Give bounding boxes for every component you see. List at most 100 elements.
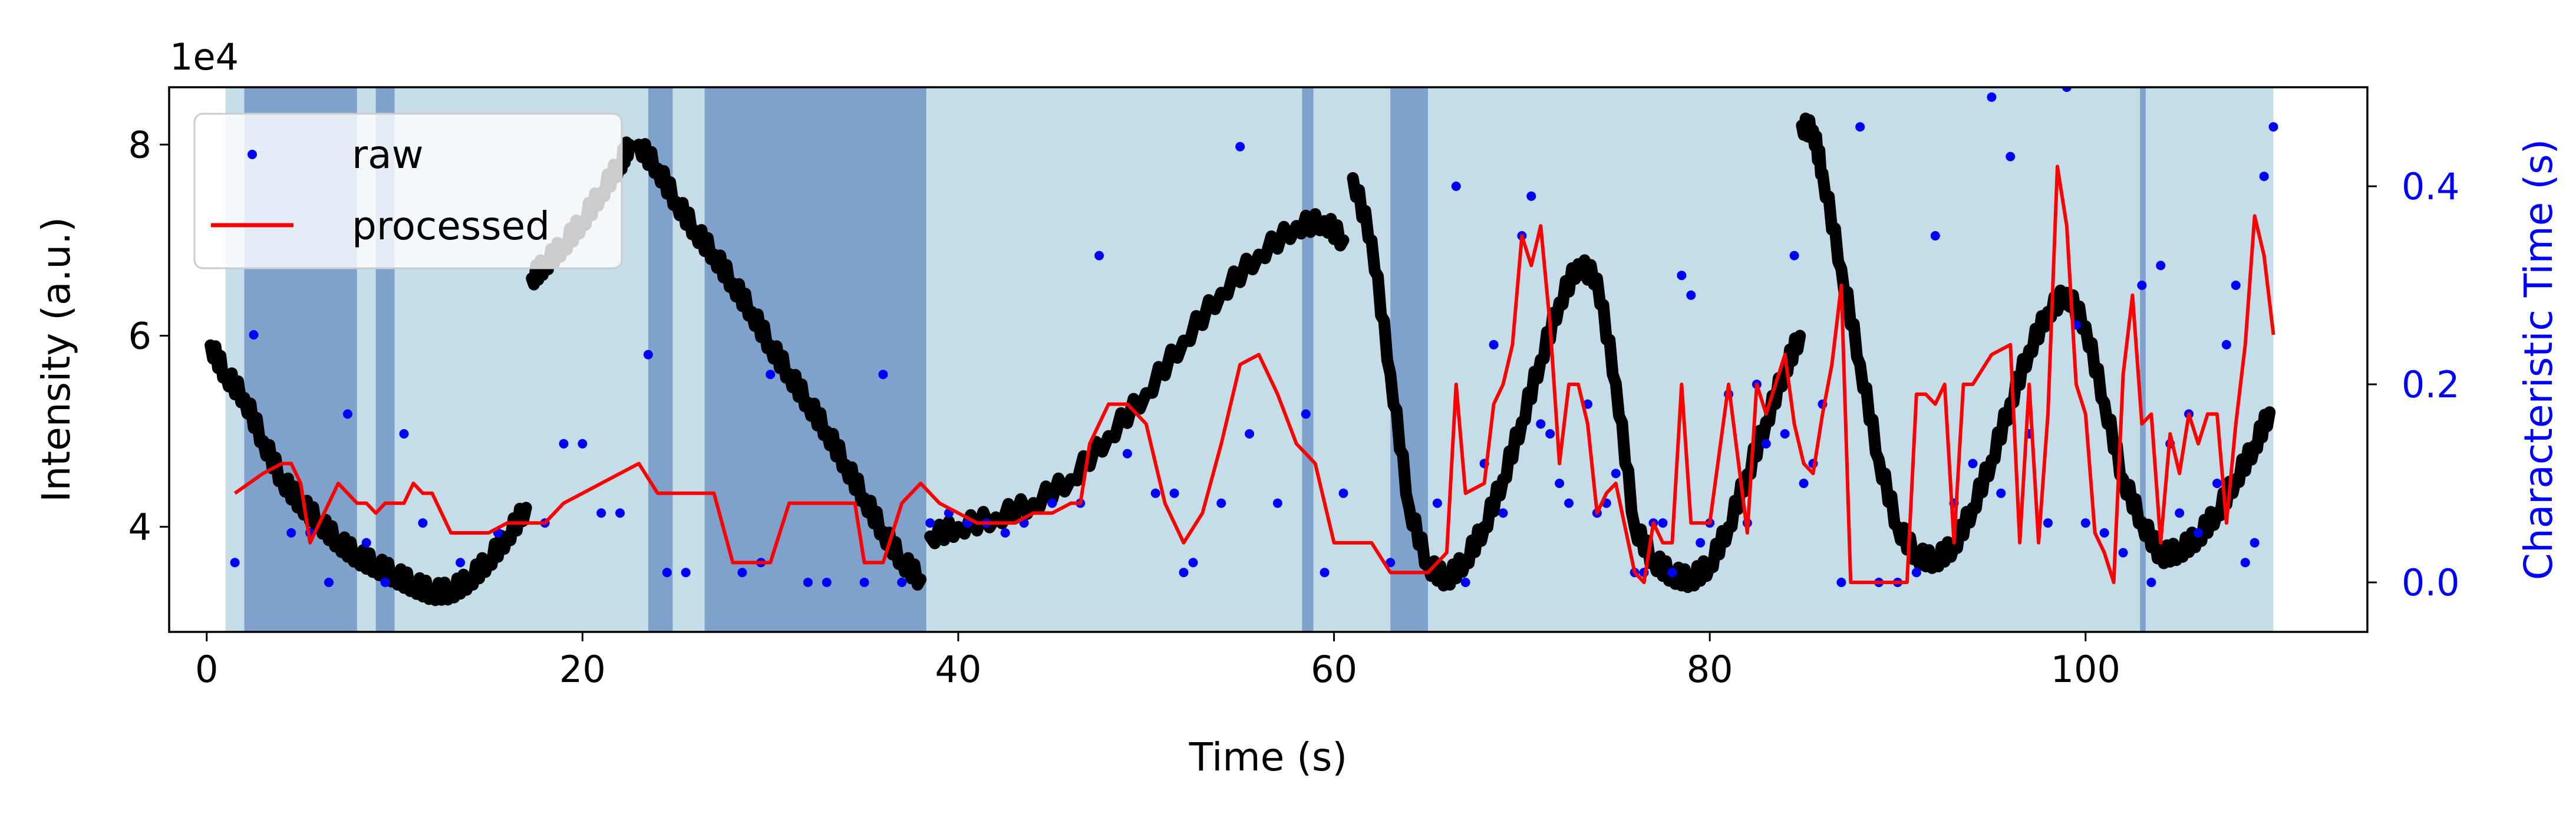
raw-point	[897, 578, 907, 587]
raw-point	[1188, 558, 1198, 568]
raw-point	[286, 528, 296, 538]
raw-point	[1338, 488, 1348, 498]
raw-point	[925, 518, 935, 528]
raw-point	[1677, 271, 1687, 281]
raw-point	[324, 578, 334, 587]
raw-point	[1179, 568, 1189, 578]
raw-point	[1545, 429, 1555, 439]
x-tick-label: 100	[2051, 648, 2120, 691]
raw-point	[230, 558, 240, 568]
raw-point	[1245, 429, 1255, 439]
raw-point	[878, 370, 888, 380]
raw-point	[662, 568, 672, 578]
plot-frame	[168, 86, 2369, 633]
y-tick-label: 6	[128, 314, 151, 357]
raw-point	[2099, 528, 2109, 538]
raw-point	[2080, 518, 2090, 528]
raw-point	[1000, 528, 1010, 538]
raw-point	[2146, 578, 2156, 587]
raw-point	[1761, 439, 1771, 449]
raw-point	[559, 439, 569, 449]
x-tick-label: 80	[1687, 648, 1733, 691]
y-tick-label: 8	[128, 123, 151, 166]
raw-point	[596, 508, 606, 518]
raw-point	[1686, 290, 1696, 300]
raw-point	[418, 518, 428, 528]
raw-point	[859, 578, 869, 587]
raw-point	[803, 578, 813, 587]
raw-point	[2231, 281, 2241, 290]
intensity-segment	[633, 138, 927, 591]
y-right-tick-label: 0.0	[2402, 561, 2460, 604]
raw-point	[737, 568, 747, 578]
raw-point	[1216, 498, 1226, 508]
raw-point	[1460, 578, 1470, 587]
raw-point	[1911, 568, 1921, 578]
x-tick-label: 60	[1311, 648, 1357, 691]
legend-box	[193, 113, 623, 269]
raw-point	[2194, 528, 2204, 538]
y-right-tick-label: 0.2	[2402, 363, 2460, 406]
legend: raw processed	[193, 113, 623, 269]
raw-point	[2212, 479, 2222, 488]
raw-point	[1611, 469, 1621, 479]
raw-point	[2006, 151, 2016, 162]
raw-point	[2250, 538, 2260, 548]
raw-point	[1122, 449, 1132, 459]
band-dark	[1302, 87, 1314, 632]
x-tick-label: 0	[195, 648, 218, 691]
raw-point	[1235, 141, 1245, 151]
intensity-segment	[1796, 113, 2276, 574]
raw-point	[1272, 498, 1282, 508]
y-right-tick-label: 0.4	[2402, 165, 2460, 208]
legend-raw-marker	[248, 150, 257, 159]
raw-point	[766, 370, 776, 380]
raw-point	[615, 508, 625, 518]
raw-point	[1150, 488, 1160, 498]
raw-point	[1094, 251, 1104, 261]
raw-point	[1658, 518, 1668, 528]
raw-point	[1386, 558, 1396, 568]
raw-point	[1789, 251, 1799, 261]
raw-point	[1667, 568, 1677, 578]
raw-point	[1836, 578, 1846, 587]
x-tick-label: 40	[935, 648, 982, 691]
raw-point	[578, 439, 588, 449]
raw-point	[1498, 508, 1508, 518]
raw-point	[399, 429, 409, 439]
raw-point	[2221, 340, 2231, 350]
raw-point	[2137, 281, 2147, 290]
raw-point	[1564, 498, 1574, 508]
raw-point	[1526, 191, 1536, 201]
raw-point	[1930, 231, 1940, 241]
raw-point	[2259, 172, 2269, 182]
intensity-segment	[924, 208, 1350, 549]
intensity-segment	[205, 339, 532, 607]
raw-point	[1451, 182, 1461, 191]
raw-point	[2268, 122, 2278, 132]
x-axis-label: Time (s)	[1189, 734, 1347, 780]
raw-point	[380, 578, 390, 587]
intensity-segment	[1347, 172, 1806, 594]
raw-point	[2240, 558, 2250, 568]
raw-point	[822, 578, 832, 587]
raw-point	[1489, 340, 1499, 350]
axes: 0 20 40 60 80 100 4 6 8 0.0 0.2 0.4	[128, 123, 2460, 691]
raw-point	[1696, 538, 1706, 548]
raw-point	[643, 350, 653, 360]
y-axis-label: Intensity (a.u.)	[34, 217, 79, 502]
raw-point	[1996, 488, 2006, 498]
raw-point	[681, 568, 691, 578]
legend-raw-label: raw	[352, 132, 424, 177]
x-tick-label: 20	[559, 648, 606, 691]
raw-point	[361, 538, 371, 548]
raw-point	[2043, 518, 2053, 528]
y-right-axis-label: Characteristic Time (s)	[2516, 139, 2561, 580]
raw-point	[342, 409, 352, 419]
raw-point	[1968, 459, 1978, 469]
legend-processed-label: processed	[352, 203, 550, 249]
raw-point	[1799, 479, 1809, 488]
raw-point	[2175, 508, 2185, 518]
raw-point	[1320, 568, 1330, 578]
